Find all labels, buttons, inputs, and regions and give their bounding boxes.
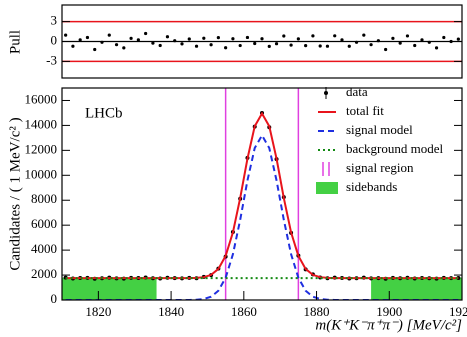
pull-point [267,44,271,48]
x-tick-label: 1840 [158,304,184,319]
legend-label: data [346,84,368,99]
pull-point [253,41,257,46]
y-tick-label: 16000 [25,91,58,106]
pull-point [398,41,402,45]
legend-label: total fit [346,103,384,118]
pull-point [391,36,395,40]
pull-point [274,42,279,46]
pull-point [144,31,148,36]
x-tick-label: 1900 [376,304,402,319]
pull-point [384,47,388,52]
fit-line [65,111,459,280]
pull-point [216,36,220,40]
pull-point [245,35,250,40]
pull-point [202,36,206,40]
legend-label: signal region [346,160,414,175]
pull-point [354,40,359,44]
x-tick-label: 1920 [449,304,467,319]
pull-point [85,35,90,40]
frame [61,87,463,301]
pull-point [238,43,242,48]
pull-point [158,43,162,48]
pull-point [442,35,446,40]
pull-point [449,39,453,44]
sideband [371,277,462,300]
pull-point [173,39,177,43]
legend-label: signal model [346,122,413,137]
pull-point [311,34,315,38]
pull-point [296,37,300,41]
pull-point [151,41,155,45]
x-tick-label: 1880 [304,304,330,319]
pull-point [209,43,213,47]
pull-point [376,39,380,43]
pull-point [362,33,366,37]
pull-point [427,40,431,44]
pull-point [318,44,322,48]
annotation: LHCb [85,105,123,121]
pull-point [369,43,373,47]
pull-point [231,37,235,41]
x-axis-label: m(K⁺K⁻π⁺π⁻) [MeV/c²] [315,317,462,333]
sideband [62,277,157,300]
pull-point [405,34,410,38]
y-tick-label: 10000 [25,166,58,181]
pull-point [282,34,286,38]
pull-point [129,36,133,40]
pull-point [93,47,97,52]
y-axis-label: Candidates / ( 1 MeV/c² ) [7,117,23,270]
pull-point [100,40,104,44]
pull-point [64,33,68,37]
pull-point [180,42,184,46]
legend-symbol [316,182,338,194]
y-tick-label: -3 [46,52,57,67]
y-tick-label: 2000 [31,266,57,281]
pull-point [107,33,111,37]
pull-point [78,38,82,42]
y-tick-label: 12000 [25,141,58,156]
pull-point [260,37,264,41]
frame [61,4,463,79]
legend-label: background model [346,141,444,156]
legend-label: sidebands [346,179,397,194]
pull-point [304,44,308,48]
y-tick-label: 0 [51,291,58,306]
y-tick-label: 14000 [25,116,58,131]
plot-area [62,20,462,63]
pull-point [224,46,228,50]
pull-point [456,37,460,41]
pull-point [420,38,424,42]
pull-point [289,43,293,47]
y-axis-label: Pull [7,30,23,54]
pull-point [165,35,170,39]
x-tick-label: 1860 [231,304,257,319]
pull-point [122,46,126,50]
plot-area [62,88,462,300]
y-tick-label: 3 [51,13,58,28]
x-tick-label: 1820 [85,304,111,319]
pull-point [114,43,119,47]
y-tick-label: 0 [51,32,58,47]
pull-point [325,44,330,48]
y-tick-label: 6000 [31,216,57,231]
pull-point [187,37,191,41]
pull-point [347,44,351,48]
pull-point [136,38,140,42]
pull-point [333,34,337,38]
y-tick-label: 4000 [31,241,57,256]
y-tick-label: 8000 [31,191,57,206]
pull-point [194,44,199,48]
pull-point [434,46,439,50]
pull-point [71,44,75,48]
pull-point [413,43,417,48]
pull-point [340,38,344,42]
